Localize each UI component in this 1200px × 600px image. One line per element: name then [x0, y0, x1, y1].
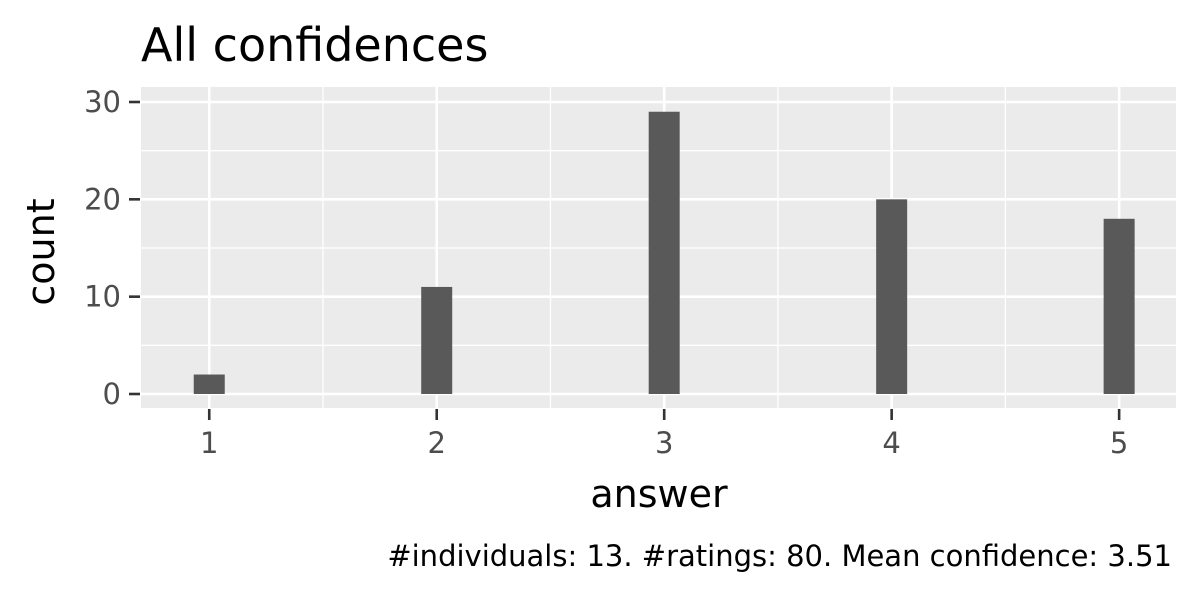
y-tick-label: 30	[84, 85, 121, 119]
y-tick-label: 0	[103, 377, 121, 411]
bars	[193, 111, 1135, 394]
bar-1	[193, 374, 225, 394]
bar-2	[421, 286, 453, 394]
chart-caption: #individuals: 13. #ratings: 80. Mean con…	[387, 539, 1172, 573]
x-axis-title: answer	[590, 472, 728, 516]
y-axis-title: count	[19, 198, 63, 305]
x-tick-label: 1	[200, 426, 218, 460]
bar-4	[876, 199, 908, 394]
x-tick-label: 2	[427, 426, 445, 460]
y-tick-label: 10	[84, 280, 121, 314]
bar-3	[648, 111, 680, 394]
x-axis: 1 2 3 4 5	[200, 409, 1128, 460]
x-tick-label: 3	[655, 426, 673, 460]
y-tick-label: 20	[84, 182, 121, 216]
x-tick-label: 4	[882, 426, 900, 460]
y-axis: 0 10 20 30	[84, 85, 140, 411]
chart-title: All confidences	[141, 18, 488, 72]
bar-5	[1103, 218, 1135, 394]
x-tick-label: 5	[1110, 426, 1128, 460]
